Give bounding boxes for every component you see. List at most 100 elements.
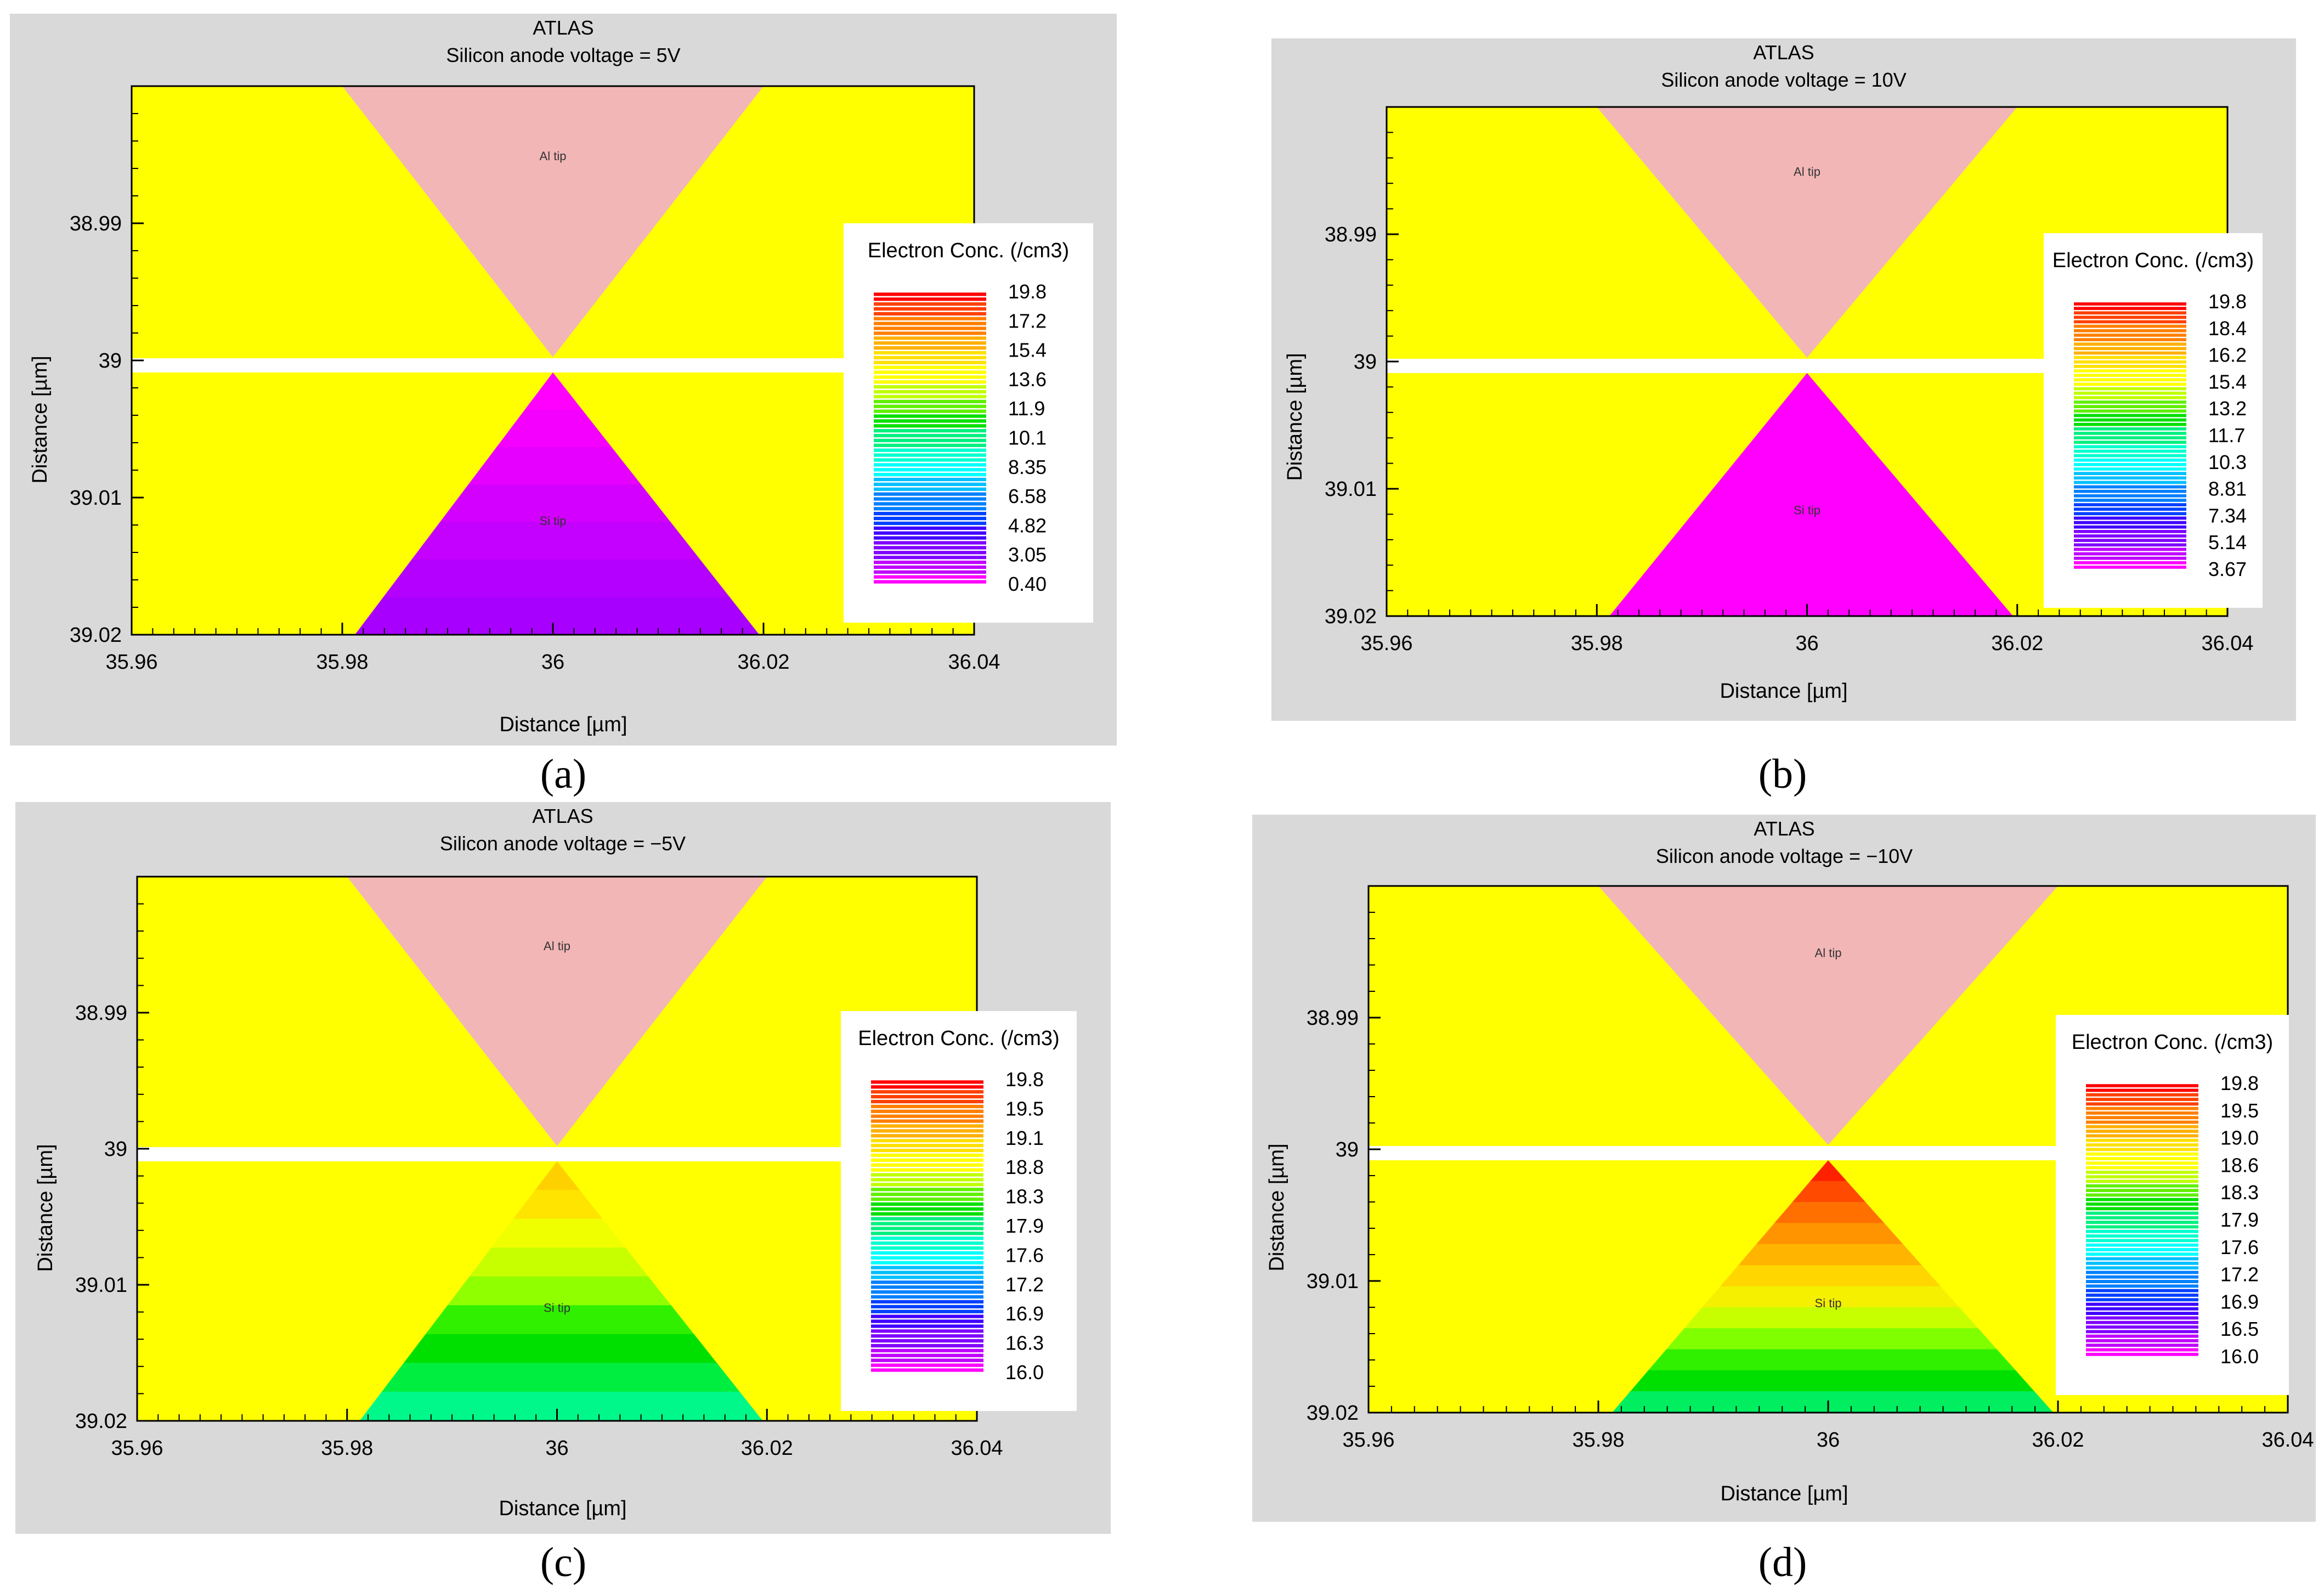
- legend-value: 6.58: [1008, 485, 1047, 507]
- legend-swatch: [2086, 1189, 2198, 1192]
- legend-title: Electron Conc. (/cm3): [868, 239, 1069, 262]
- legend-swatch: [874, 404, 986, 408]
- legend-swatch: [874, 468, 986, 472]
- si-tip-label: Si tip: [540, 514, 567, 528]
- y-tick-label: 39.01: [70, 487, 122, 510]
- legend-swatch: [874, 355, 986, 360]
- legend-swatch: [871, 1193, 983, 1196]
- legend-swatch: [871, 1314, 983, 1318]
- panel-d-caption: (d): [1758, 1539, 1807, 1585]
- legend-swatch: [874, 317, 986, 320]
- si-tip-band: [1609, 546, 2014, 582]
- legend-swatch: [871, 1178, 983, 1182]
- legend-value: 19.5: [2220, 1099, 2259, 1122]
- y-tick-label: 38.99: [70, 212, 122, 235]
- legend-swatch: [874, 424, 986, 428]
- legend-swatch: [2086, 1170, 2198, 1174]
- panel-c-caption: (c): [540, 1539, 587, 1585]
- gap-line: [132, 358, 974, 372]
- legend-swatch: [871, 1173, 983, 1177]
- legend-swatch: [2086, 1330, 2198, 1334]
- legend-swatch: [874, 419, 986, 423]
- legend-value: 17.6: [2220, 1236, 2259, 1258]
- legend-swatch: [874, 580, 986, 584]
- legend-swatch: [2086, 1166, 2198, 1170]
- legend-value: 17.2: [1008, 309, 1047, 332]
- legend-value: 16.0: [2220, 1345, 2259, 1368]
- legend-swatch: [871, 1168, 983, 1172]
- x-tick-label: 35.96: [105, 651, 157, 674]
- legend-swatch: [2074, 320, 2186, 324]
- legend-value: 3.05: [1008, 544, 1047, 566]
- legend-swatch: [2086, 1148, 2198, 1151]
- legend-value: 5.14: [2208, 531, 2247, 554]
- legend-swatch: [874, 516, 986, 521]
- legend-swatch: [2074, 441, 2186, 444]
- legend-swatch: [874, 370, 986, 374]
- legend-swatch: [874, 409, 986, 413]
- y-axis-label: Distance [µm]: [1265, 1143, 1288, 1271]
- legend-swatch: [871, 1256, 983, 1260]
- legend-swatch: [871, 1246, 983, 1250]
- legend-swatch: [2074, 445, 2186, 449]
- legend-value: 13.2: [2208, 397, 2247, 420]
- legend-swatch: [2086, 1143, 2198, 1147]
- x-tick-label: 36.02: [737, 651, 789, 674]
- legend-swatch: [874, 492, 986, 496]
- legend-swatch: [871, 1188, 983, 1192]
- legend-title: Electron Conc. (/cm3): [858, 1027, 1059, 1050]
- legend-swatch: [874, 546, 986, 550]
- legend-swatch: [874, 399, 986, 403]
- legend-swatch: [2074, 503, 2186, 506]
- x-tick-label: 35.98: [321, 1437, 373, 1460]
- legend-value: 17.2: [1005, 1273, 1044, 1296]
- legend-swatch: [2074, 405, 2186, 408]
- y-axis-label: Distance [µm]: [34, 1144, 57, 1272]
- x-tick-label: 36.04: [948, 651, 1000, 674]
- legend-swatch: [2074, 512, 2186, 516]
- legend-swatch: [871, 1085, 983, 1089]
- legend-swatch: [874, 380, 986, 384]
- legend-swatch: [2086, 1298, 2198, 1302]
- y-tick-label: 39.01: [1325, 478, 1377, 501]
- legend-swatch: [2086, 1125, 2198, 1128]
- x-tick-label: 35.96: [1342, 1429, 1394, 1452]
- legend-value: 19.1: [1005, 1127, 1044, 1149]
- legend-swatch: [2074, 422, 2186, 426]
- legend-swatch: [2074, 436, 2186, 439]
- legend-swatch: [874, 312, 986, 316]
- legend-swatch: [2074, 556, 2186, 560]
- al-tip-region: [342, 86, 764, 357]
- legend-swatch: [871, 1202, 983, 1206]
- legend-swatch: [2086, 1294, 2198, 1297]
- legend-swatch: [2086, 1184, 2198, 1188]
- legend-swatch: [2074, 427, 2186, 431]
- legend-swatch: [871, 1343, 983, 1348]
- legend-swatch: [874, 526, 986, 530]
- x-tick-label: 36: [545, 1437, 568, 1460]
- legend-value: 4.82: [1008, 514, 1047, 537]
- legend-swatch: [2074, 338, 2186, 341]
- legend-swatch: [2074, 351, 2186, 355]
- legend-swatch: [2074, 414, 2186, 417]
- legend-swatch: [871, 1095, 983, 1099]
- legend-swatch: [871, 1114, 983, 1118]
- legend-swatch: [871, 1334, 983, 1338]
- legend-swatch: [2086, 1120, 2198, 1124]
- panel-b-chart: ATLAS Silicon anode voltage = 10V Al tip Si…: [1283, 41, 2263, 703]
- legend-swatch: [871, 1275, 983, 1279]
- legend-value: 15.4: [2208, 370, 2247, 393]
- legend-swatch: [874, 346, 986, 350]
- legend-value: 19.0: [2220, 1127, 2259, 1149]
- legend-value: 16.9: [2220, 1290, 2259, 1313]
- al-tip-label: Al tip: [544, 939, 570, 953]
- legend-swatch: [871, 1261, 983, 1264]
- legend-swatch: [874, 438, 986, 443]
- legend-swatch: [2086, 1138, 2198, 1142]
- legend-swatch: [874, 375, 986, 379]
- legend-swatch: [871, 1217, 983, 1221]
- legend-swatch: [871, 1329, 983, 1333]
- x-tick-label: 36.04: [2201, 632, 2253, 655]
- legend-value: 16.2: [2208, 344, 2247, 366]
- y-tick-label: 39.01: [75, 1274, 127, 1297]
